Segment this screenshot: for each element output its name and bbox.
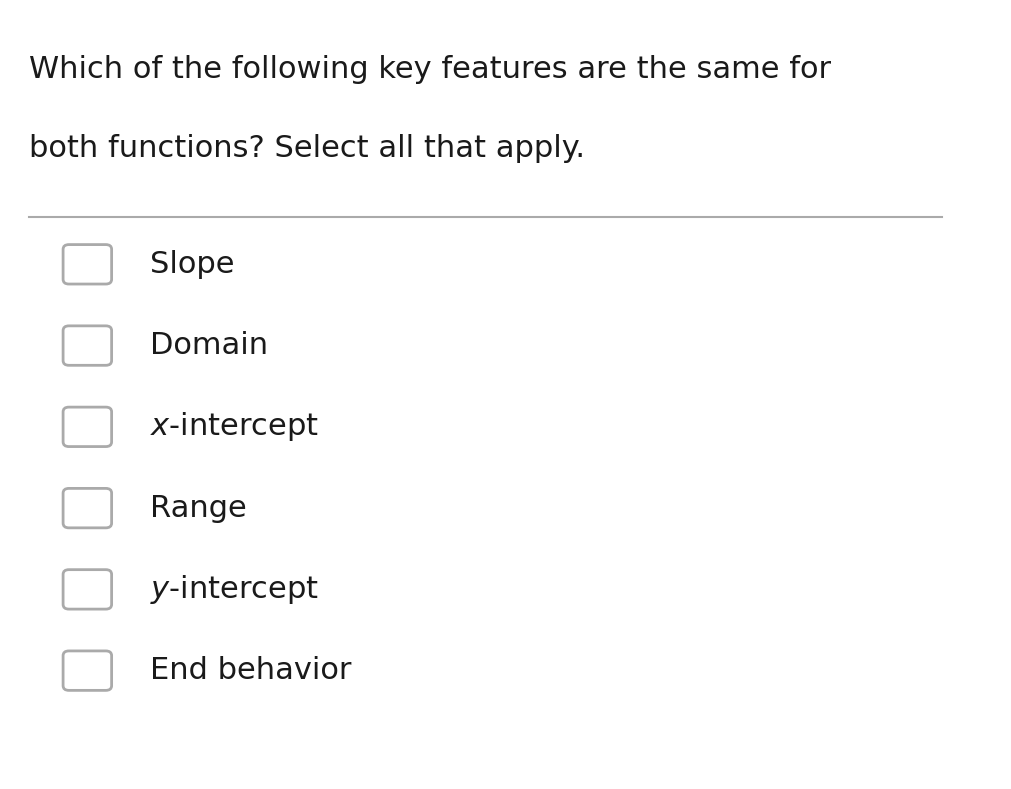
FancyBboxPatch shape xyxy=(63,326,111,365)
FancyBboxPatch shape xyxy=(63,407,111,447)
Text: $x$-intercept: $x$-intercept xyxy=(151,410,319,443)
Text: $y$-intercept: $y$-intercept xyxy=(151,573,319,606)
Text: both functions? Select all that apply.: both functions? Select all that apply. xyxy=(29,134,584,163)
FancyBboxPatch shape xyxy=(63,651,111,690)
FancyBboxPatch shape xyxy=(63,488,111,528)
Text: Domain: Domain xyxy=(151,331,268,360)
Text: End behavior: End behavior xyxy=(151,656,352,685)
Text: Slope: Slope xyxy=(151,250,235,279)
Text: Range: Range xyxy=(151,494,247,522)
FancyBboxPatch shape xyxy=(63,570,111,609)
Text: Which of the following key features are the same for: Which of the following key features are … xyxy=(29,55,830,84)
FancyBboxPatch shape xyxy=(63,245,111,284)
